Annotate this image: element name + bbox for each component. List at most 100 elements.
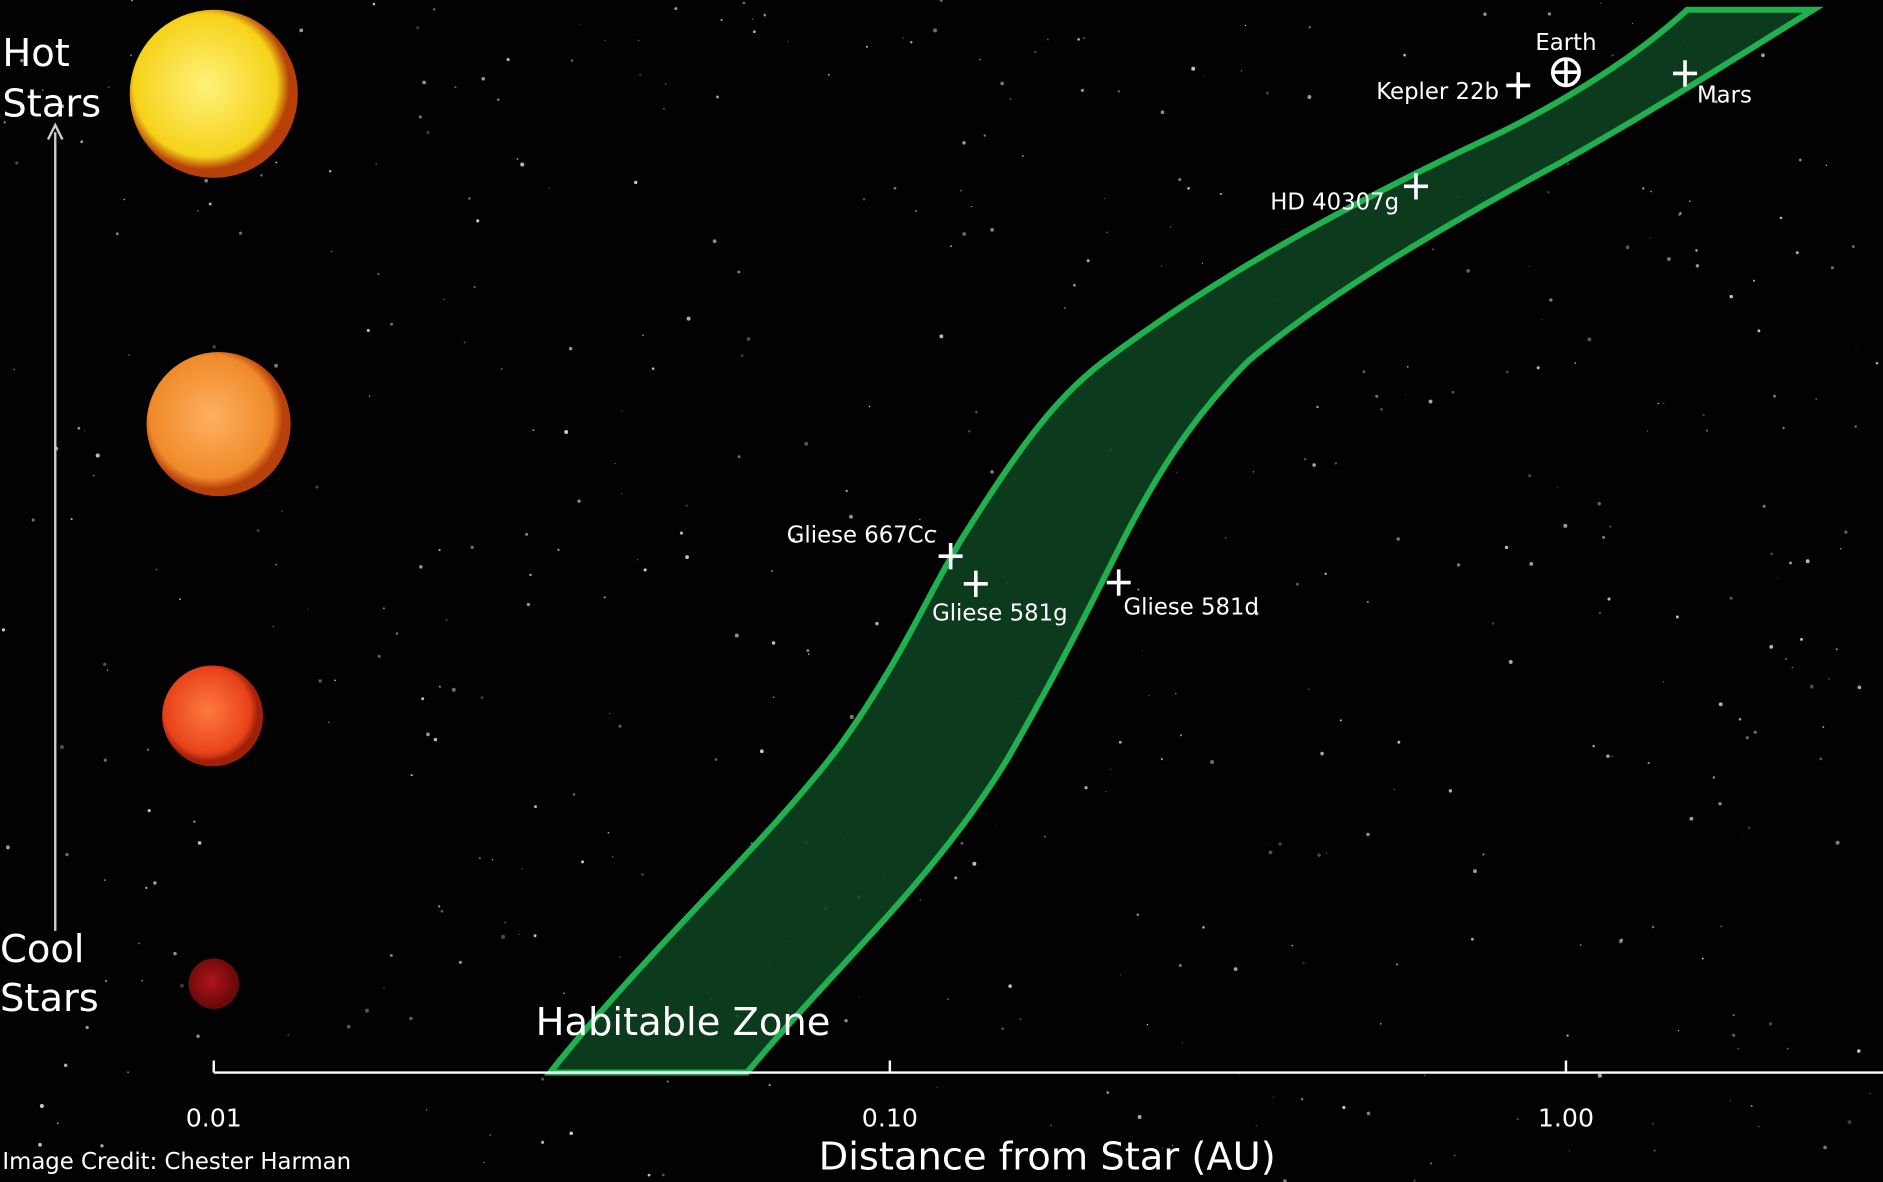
background-star <box>1175 693 1177 695</box>
background-star <box>859 997 860 998</box>
planet-label: Gliese 581d <box>1123 594 1259 620</box>
background-star <box>104 879 105 880</box>
background-star <box>1733 1014 1735 1016</box>
x-tick-label: 0.10 <box>862 1103 918 1132</box>
background-star <box>1598 1074 1602 1078</box>
background-star <box>975 411 977 413</box>
planet-label: HD 40307g <box>1270 190 1399 216</box>
background-star <box>1823 1146 1827 1150</box>
background-star <box>894 187 897 190</box>
background-star <box>850 715 854 719</box>
background-star <box>1010 98 1012 100</box>
background-star <box>1620 939 1623 942</box>
background-star <box>1179 964 1182 967</box>
background-star <box>1225 537 1227 539</box>
background-star <box>1180 734 1182 736</box>
background-star <box>1702 958 1704 960</box>
background-star <box>685 555 689 559</box>
background-star <box>960 190 962 192</box>
background-star <box>454 86 456 88</box>
background-star <box>1718 802 1721 805</box>
background-star <box>1844 530 1847 533</box>
background-star <box>1307 95 1311 99</box>
background-star <box>1380 408 1383 411</box>
background-star <box>1397 741 1400 744</box>
background-star <box>257 529 260 532</box>
background-star <box>281 510 283 512</box>
background-star <box>919 899 921 901</box>
background-star <box>441 910 444 913</box>
background-star <box>994 825 995 826</box>
background-star <box>1757 329 1760 332</box>
background-star <box>479 857 481 859</box>
background-star <box>422 81 426 85</box>
background-star <box>972 862 976 866</box>
background-star <box>156 569 158 571</box>
background-star <box>104 759 107 762</box>
chart: Hot Stars Cool Stars Habitable Zone Dist… <box>0 0 1883 1182</box>
background-star <box>1602 536 1605 539</box>
background-star <box>1220 193 1222 195</box>
background-star <box>1161 110 1165 114</box>
background-star <box>737 271 740 274</box>
background-star <box>1785 658 1786 659</box>
background-star <box>1529 562 1533 566</box>
background-star <box>489 1134 491 1136</box>
background-star <box>107 669 109 671</box>
background-star <box>618 725 621 728</box>
background-star <box>1380 1023 1382 1025</box>
background-star <box>644 568 647 571</box>
background-star <box>1304 458 1307 461</box>
background-star <box>1642 187 1644 189</box>
background-star <box>753 30 756 33</box>
background-star <box>439 549 441 551</box>
background-star <box>804 442 808 446</box>
background-star <box>667 1080 669 1082</box>
background-star <box>1509 660 1513 664</box>
background-star <box>1782 427 1784 429</box>
background-star <box>452 688 456 692</box>
background-star <box>1826 165 1827 166</box>
background-star <box>769 1084 771 1086</box>
background-star <box>1789 562 1792 565</box>
background-star <box>1324 573 1326 575</box>
background-star <box>1363 370 1366 373</box>
hot-label: Stars <box>2 81 101 126</box>
background-star <box>612 856 613 857</box>
background-star <box>1626 245 1630 249</box>
background-star <box>419 115 422 118</box>
background-star <box>179 598 181 600</box>
background-star <box>1598 502 1601 505</box>
background-star <box>390 954 393 957</box>
background-star <box>38 1143 42 1147</box>
background-star <box>334 679 336 681</box>
cool-label: Cool <box>0 927 84 972</box>
background-star <box>1367 601 1369 603</box>
background-star <box>773 696 775 698</box>
background-star <box>902 37 904 39</box>
background-star <box>571 59 574 62</box>
background-star <box>128 354 129 355</box>
background-star <box>1482 853 1484 855</box>
background-star <box>1607 597 1610 600</box>
planet-label: Gliese 667Cc <box>787 522 936 548</box>
background-star <box>984 135 986 137</box>
background-star <box>665 83 667 85</box>
background-star <box>1454 1155 1456 1157</box>
background-star <box>548 188 549 189</box>
background-star <box>541 1141 544 1144</box>
background-star <box>1848 1120 1852 1124</box>
background-star <box>1678 1030 1679 1031</box>
background-star <box>849 515 853 519</box>
background-star <box>1312 463 1316 467</box>
background-star <box>713 239 717 243</box>
background-star <box>1034 51 1036 53</box>
background-star <box>1541 319 1542 320</box>
background-star <box>1106 232 1108 234</box>
background-star <box>365 1009 369 1013</box>
background-star <box>933 28 937 32</box>
background-star <box>1567 163 1569 165</box>
background-star <box>1000 82 1004 86</box>
background-star <box>1754 731 1757 734</box>
background-star <box>1432 249 1433 250</box>
